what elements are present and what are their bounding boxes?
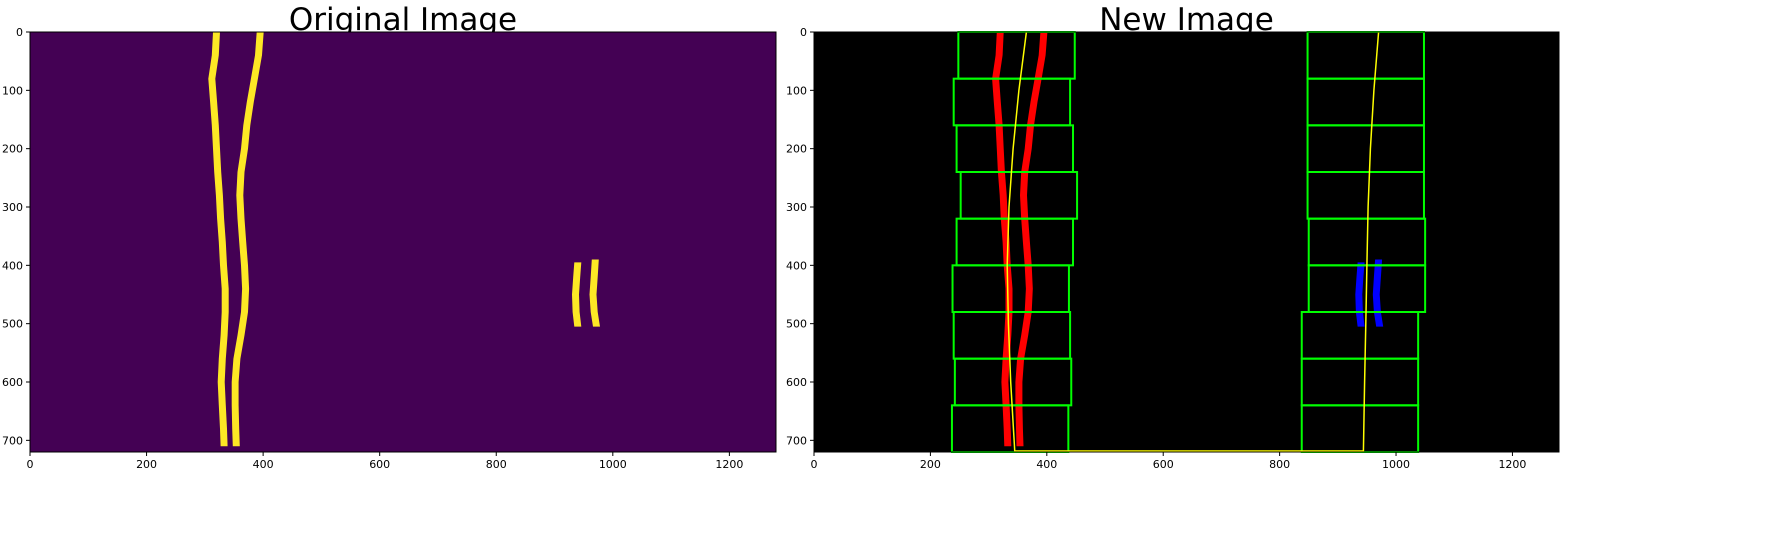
x-tick-label-1-0: 0 xyxy=(811,458,818,471)
x-tick-label-0-200: 200 xyxy=(136,458,157,471)
y-tick-label-1-400: 400 xyxy=(786,259,807,272)
y-tick-label-1-0: 0 xyxy=(800,26,807,39)
lane-pixels-right-a xyxy=(1355,262,1365,327)
y-tick-label-0-600: 600 xyxy=(2,376,23,389)
x-tick-label-1-600: 600 xyxy=(1153,458,1174,471)
axes-frame-1 xyxy=(813,31,1560,453)
y-tick-label-0-500: 500 xyxy=(2,318,23,331)
lane-pixels-left-a xyxy=(992,32,1013,447)
y-tick-label-0-400: 400 xyxy=(2,259,23,272)
y-tick-label-0-300: 300 xyxy=(2,201,23,214)
y-tick-label-0-200: 200 xyxy=(2,143,23,156)
y-tick-label-1-300: 300 xyxy=(786,201,807,214)
y-tick-label-0-700: 700 xyxy=(2,434,23,447)
lane-pixels-right-b xyxy=(1372,259,1384,327)
x-tick-label-0-400: 400 xyxy=(253,458,274,471)
lane-pixels-left-b xyxy=(1015,32,1048,447)
y-tick-label-1-600: 600 xyxy=(786,376,807,389)
x-tick-label-1-1200: 1200 xyxy=(1498,458,1526,471)
y-tick-label-0-100: 100 xyxy=(2,84,23,97)
fit-line-left xyxy=(1006,31,1028,453)
x-tick-label-0-800: 800 xyxy=(486,458,507,471)
x-tick-label-1-200: 200 xyxy=(920,458,941,471)
x-tick-label-1-800: 800 xyxy=(1269,458,1290,471)
axes-frame-0 xyxy=(29,31,777,453)
y-tick-label-0-0: 0 xyxy=(16,26,23,39)
x-tick-label-1-400: 400 xyxy=(1036,458,1057,471)
lane-marking-right-b xyxy=(589,259,600,327)
panel-background-1 xyxy=(814,32,1559,452)
lane-marking-left-b xyxy=(231,32,264,447)
fit-line-right xyxy=(1362,31,1380,453)
lane-marking-left-a xyxy=(208,32,229,447)
y-tick-label-1-700: 700 xyxy=(786,434,807,447)
y-tick-label-1-500: 500 xyxy=(786,318,807,331)
x-tick-label-0-0: 0 xyxy=(27,458,34,471)
y-tick-label-1-100: 100 xyxy=(786,84,807,97)
lane-marking-right-a xyxy=(572,262,582,327)
panel-background-0 xyxy=(30,32,776,452)
x-tick-label-0-600: 600 xyxy=(369,458,390,471)
x-tick-label-0-1200: 1200 xyxy=(715,458,743,471)
x-tick-label-1-1000: 1000 xyxy=(1382,458,1410,471)
x-tick-label-0-1000: 1000 xyxy=(599,458,627,471)
y-tick-label-1-200: 200 xyxy=(786,143,807,156)
